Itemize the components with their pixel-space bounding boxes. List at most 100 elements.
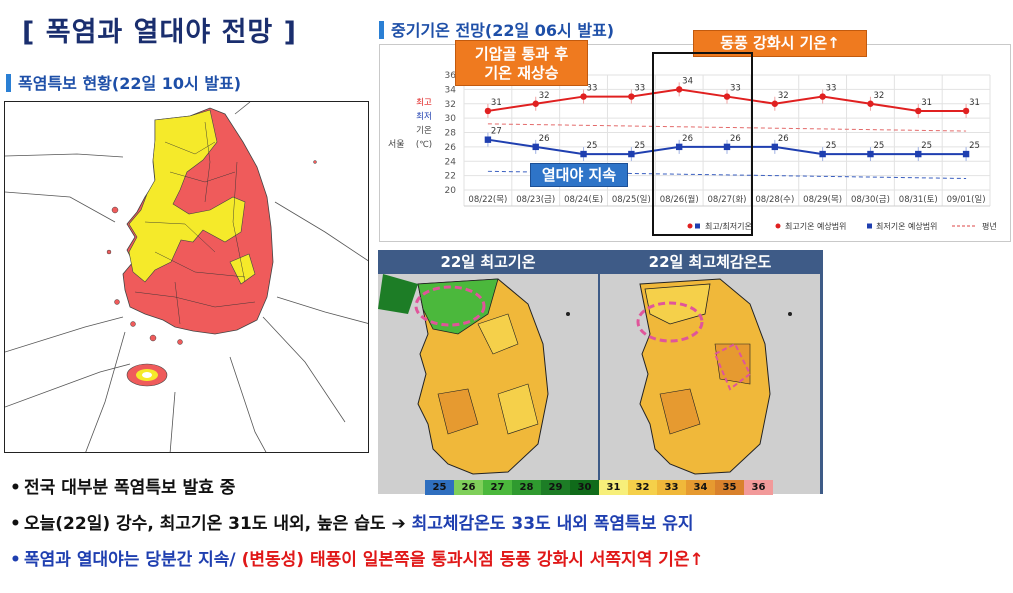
data-point-high [675, 86, 683, 93]
callout-east-wind: 동풍 강화시 기온↑ [693, 30, 867, 57]
midterm-forecast-text: 중기기온 전망(22일 06시 발표) [391, 21, 615, 40]
data-label: 26 [730, 134, 741, 144]
legend-marker-low [695, 223, 700, 229]
bullet-dot: • [10, 478, 21, 498]
temperature-maps: 22일 최고기온 22일 최고체감온도 [378, 250, 823, 494]
data-point-low [723, 143, 731, 151]
legend-marker-high [687, 223, 693, 229]
bullet-dot: • [10, 514, 21, 534]
bullet-3: • 폭염과 열대야는 당분간 지속/ (변동성) 태풍이 일본쪽을 통과시점 동풍… [10, 545, 704, 570]
callout-trough-line1: 기압골 통과 후 [474, 45, 569, 63]
scale-cell-32: 32 [628, 480, 657, 495]
jeju-island [126, 363, 168, 387]
scale-cell-35: 35 [715, 480, 744, 495]
bullet-2: • 오늘(22일) 강수, 최고기온 31도 내외, 높은 습도 ➔ 최고체감온도… [10, 509, 694, 534]
callout-tropical-night: 열대야 지속 [530, 163, 628, 187]
bullet-3-text: 폭염과 열대야는 당분간 지속/ [24, 550, 242, 570]
data-label: 26 [778, 134, 789, 144]
y-tick-label: 26 [445, 143, 457, 153]
x-tick-label: 08/29(목) [803, 195, 842, 205]
data-label: 31 [969, 98, 980, 108]
max-temp-map-panel: 22일 최고기온 [378, 250, 598, 494]
scale-cell-36: 36 [744, 480, 773, 495]
data-point-high [962, 107, 970, 115]
y-tick-label: 30 [445, 114, 457, 124]
y-tick-label: 20 [445, 186, 457, 196]
data-point-high [771, 100, 779, 107]
y-axis-label: 최고 [416, 97, 432, 108]
feels-like-map-svg [636, 278, 792, 475]
data-label: 34 [682, 76, 693, 86]
x-tick-label: 08/25(일) [612, 195, 651, 205]
temperature-chart-svg: 31 32 33 33 34 33 32 33 32 31 31 27 26 25 25 26 26 26 25 25… [388, 71, 997, 231]
data-label: 25 [873, 141, 884, 151]
heatwave-warning-map [4, 101, 369, 453]
warning-map-svg [5, 102, 368, 452]
data-point-high [628, 93, 635, 100]
bullet-1-text: 전국 대부분 폭염특보 발효 중 [24, 478, 236, 498]
max-temp-map-title: 22일 최고기온 [378, 250, 598, 274]
data-label: 25 [587, 141, 598, 151]
data-label: 32 [873, 91, 884, 101]
data-label: 26 [682, 134, 693, 144]
x-tick-label: 08/22(목) [468, 195, 507, 205]
scale-cell-31: 31 [599, 480, 628, 495]
data-point-low [628, 150, 635, 158]
data-point-high [867, 100, 874, 107]
y-tick-label: 24 [445, 157, 457, 167]
data-point-high [532, 100, 539, 107]
data-label: 32 [539, 91, 550, 101]
scale-cell-34: 34 [686, 480, 715, 495]
data-label: 26 [539, 134, 550, 144]
data-point-low [771, 143, 779, 151]
x-tick-label: 08/26(월) [660, 194, 699, 205]
y-tick-label: 22 [445, 172, 456, 182]
y-axis-label: 최저 [416, 111, 432, 122]
x-tick-label: 08/28(수) [755, 195, 794, 205]
scale-cell-33: 33 [657, 480, 686, 495]
y-axis-label: 기온 [416, 126, 432, 136]
y-tick-label: 32 [445, 100, 456, 110]
callout-trough-line2: 기온 재상승 [484, 64, 559, 82]
y-axis-label: (℃) [416, 140, 432, 150]
temperature-chart: 31 32 33 33 34 33 32 33 32 31 31 27 26 25 25 26 26 26 25 25… [379, 44, 1011, 242]
small-islands [106, 160, 317, 345]
legend-label: 최고/최저기온 [705, 221, 752, 231]
max-temp-map-svg [378, 274, 570, 475]
heatwave-status-label: 폭염특보 현황(22일 10시 발표) [6, 70, 241, 94]
y-tick-label: 28 [445, 129, 457, 139]
bullet-2-highlight: 최고체감온도 33도 내외 폭염특보 유지 [411, 514, 694, 534]
data-label: 25 [969, 141, 980, 151]
data-label: 33 [587, 84, 598, 94]
scale-cell-28: 28 [512, 480, 541, 495]
x-tick-label: 08/31(토) [899, 195, 938, 205]
bullet-3-highlight: (변동성) 태풍이 일본쪽을 통과시점 동풍 강화시 서쪽지역 기온↑ [241, 550, 704, 570]
data-point-low [962, 150, 970, 158]
section-marker [379, 21, 384, 39]
legend-label: 최저기온 예상범위 [876, 221, 937, 231]
midterm-forecast-label: 중기기온 전망(22일 06시 발표) [379, 17, 614, 41]
data-label: 25 [634, 141, 645, 151]
data-label: 32 [778, 91, 789, 101]
data-point-low [675, 143, 683, 151]
x-tick-label: 08/30(금) [851, 195, 890, 205]
data-point-high [819, 93, 826, 100]
x-tick-label: 09/01(일) [947, 195, 986, 205]
data-point-high [580, 93, 587, 100]
heatwave-status-text: 폭염특보 현황(22일 10시 발표) [18, 74, 242, 93]
scale-cell-30: 30 [570, 480, 599, 495]
temperature-scale: 25 26 27 28 29 30 31 32 33 34 35 36 [425, 480, 773, 495]
data-point-low [484, 136, 492, 143]
bullet-1: • 전국 대부분 폭염특보 발효 중 [10, 473, 235, 498]
normal-high-line [487, 123, 967, 132]
data-label: 27 [491, 127, 502, 137]
y-tick-label: 34 [445, 85, 457, 95]
data-label: 31 [491, 98, 502, 108]
bullet-dot: • [10, 550, 21, 570]
data-point-high [484, 107, 492, 115]
section-marker [6, 74, 11, 92]
scale-cell-27: 27 [483, 480, 512, 495]
legend-marker-range-low [867, 223, 872, 229]
scale-cell-25: 25 [425, 480, 454, 495]
page-title: [ 폭염과 열대야 전망 ] [22, 17, 297, 48]
